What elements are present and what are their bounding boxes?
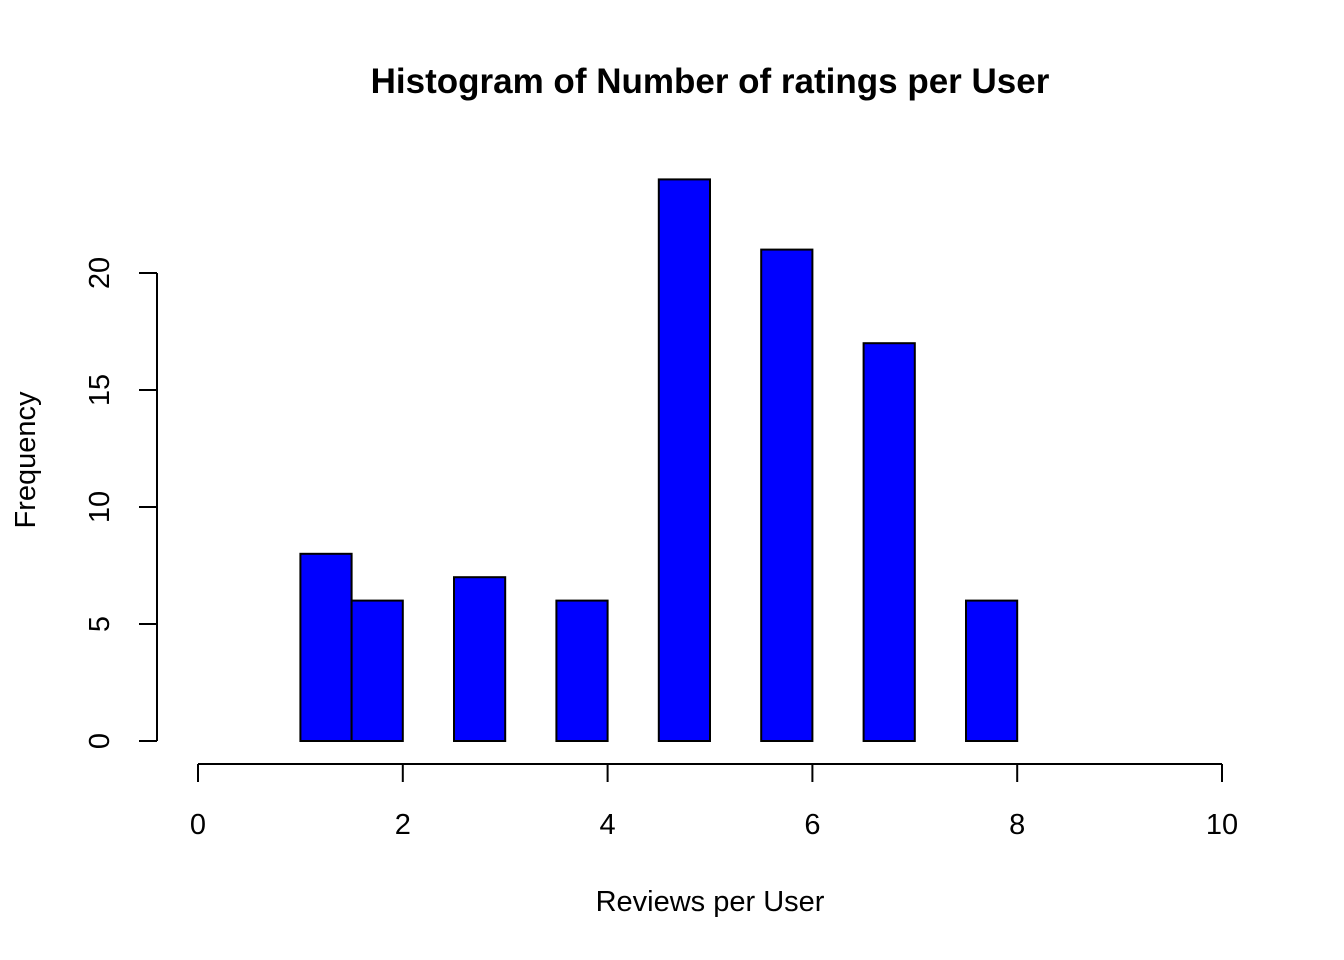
x-tick-label-1: 2 xyxy=(395,809,411,841)
y-tick-label-1: 5 xyxy=(84,616,116,632)
x-tick-label-3: 6 xyxy=(804,809,820,841)
x-tick-label-2: 4 xyxy=(600,809,616,841)
histogram-bar-0 xyxy=(299,552,353,742)
histogram-bar-5 xyxy=(760,248,814,742)
histogram-bar-4 xyxy=(657,178,711,742)
histogram-bar-7 xyxy=(965,599,1019,742)
y-tick-label-0: 0 xyxy=(84,733,116,749)
histogram-bar-2 xyxy=(453,576,507,743)
x-tick-label-0: 0 xyxy=(190,809,206,841)
histogram-bar-6 xyxy=(862,342,916,742)
x-tick-label-5: 10 xyxy=(1206,809,1238,841)
chart-title: Histogram of Number of ratings per User xyxy=(371,62,1050,101)
histogram-bar-3 xyxy=(555,599,609,742)
y-tick-label-2: 10 xyxy=(84,491,116,523)
y-tick-label-4: 20 xyxy=(84,257,116,289)
x-axis-label: Reviews per User xyxy=(596,886,825,918)
histogram-bar-1 xyxy=(350,599,404,742)
y-axis-label: Frequency xyxy=(10,391,42,529)
bars-group xyxy=(299,178,1019,743)
x-tick-label-4: 8 xyxy=(1009,809,1025,841)
x-axis: 0 2 4 6 8 10 xyxy=(190,763,1238,841)
y-axis: 0 5 10 15 20 xyxy=(84,257,158,749)
y-tick-label-3: 15 xyxy=(84,374,116,406)
